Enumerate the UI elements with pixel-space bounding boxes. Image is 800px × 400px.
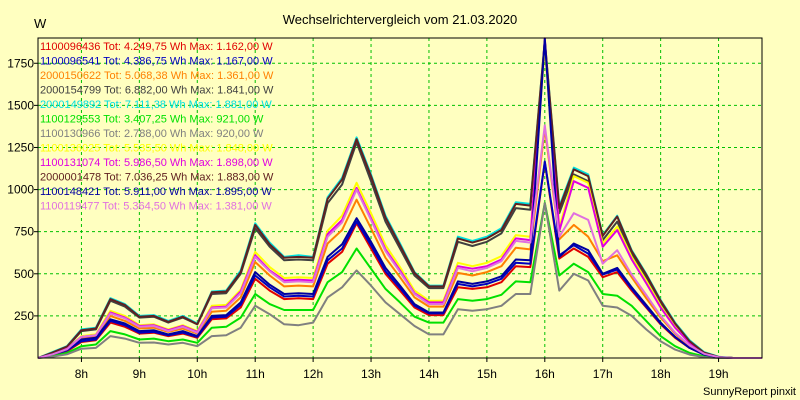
legend-entry: 1100096541 Tot: 4.386,75 Wh Max: 1.167,0… — [40, 56, 273, 68]
series-line — [37, 202, 762, 359]
plot-frame — [37, 37, 763, 359]
legend-entry: 2000154799 Tot: 6.882,00 Wh Max: 1.841,0… — [40, 85, 274, 97]
y-tick-label: 1750 — [7, 56, 34, 70]
x-tick-label: 18h — [651, 367, 671, 381]
y-tick-label: 1000 — [7, 183, 34, 197]
y-axis-unit: W — [34, 16, 47, 31]
legend-entry: 2000150622 Tot: 5.068,38 Wh Max: 1.361,0… — [40, 70, 274, 82]
x-tick-label: 15h — [477, 367, 497, 381]
legend-entry: 1100129553 Tot: 3.407,25 Wh Max: 921,00 … — [40, 114, 264, 126]
legend: 1100096436 Tot: 4.249,75 Wh Max: 1.162,0… — [40, 41, 274, 213]
x-tick-label: 12h — [303, 367, 323, 381]
legend-entry: 1100131074 Tot: 5.986,50 Wh Max: 1.898,0… — [40, 157, 273, 169]
x-tick-label: 19h — [709, 367, 729, 381]
x-tick-label: 14h — [419, 367, 439, 381]
series-line — [37, 37, 762, 359]
chart-title: Wechselrichtervergleich vom 21.03.2020 — [283, 12, 518, 27]
legend-entry: 2000001478 Tot: 7.036,25 Wh Max: 1.883,0… — [40, 172, 274, 184]
footer-credit: SunnyReport pinxit — [703, 386, 796, 398]
x-tick-label: 10h — [187, 367, 207, 381]
series-line — [37, 201, 762, 359]
axes: 250 500 750 1000 1250 1500 1750 8h 9h 10h 11h 12h 13… — [7, 37, 763, 381]
x-tick-label: 17h — [593, 367, 613, 381]
legend-entry: 1100148421 Tot: 5.911,00 Wh Max: 1.895,0… — [40, 186, 272, 198]
x-tick-label: 16h — [535, 367, 555, 381]
legend-entry: 1100096436 Tot: 4.249,75 Wh Max: 1.162,0… — [40, 41, 273, 53]
legend-entry: 1100130966 Tot: 2.788,00 Wh Max: 920,00 … — [40, 128, 264, 140]
y-tick-label: 500 — [14, 267, 34, 281]
series-line — [37, 124, 762, 359]
y-tick-label: 1500 — [7, 98, 34, 112]
legend-entry: 1100119477 Tot: 5.364,50 Wh Max: 1.381,0… — [40, 201, 272, 213]
legend-entry: 1100136025 Tot: 5.535,50 Wh Max: 1.848,0… — [40, 143, 273, 155]
x-tick-label: 13h — [361, 367, 381, 381]
y-tick-label: 1250 — [7, 140, 34, 154]
x-tick-label: 9h — [133, 367, 146, 381]
series-lines — [37, 37, 762, 359]
series-line — [37, 160, 762, 359]
legend-entry: 2000149892 Tot: 7.111,38 Wh Max: 1.881,0… — [40, 99, 272, 111]
y-tick-label: 750 — [14, 225, 34, 239]
x-tick-label: 8h — [75, 367, 88, 381]
y-tick-label: 250 — [14, 309, 34, 323]
x-tick-label: 11h — [246, 367, 265, 381]
series-line — [37, 127, 762, 359]
series-line — [37, 39, 762, 359]
